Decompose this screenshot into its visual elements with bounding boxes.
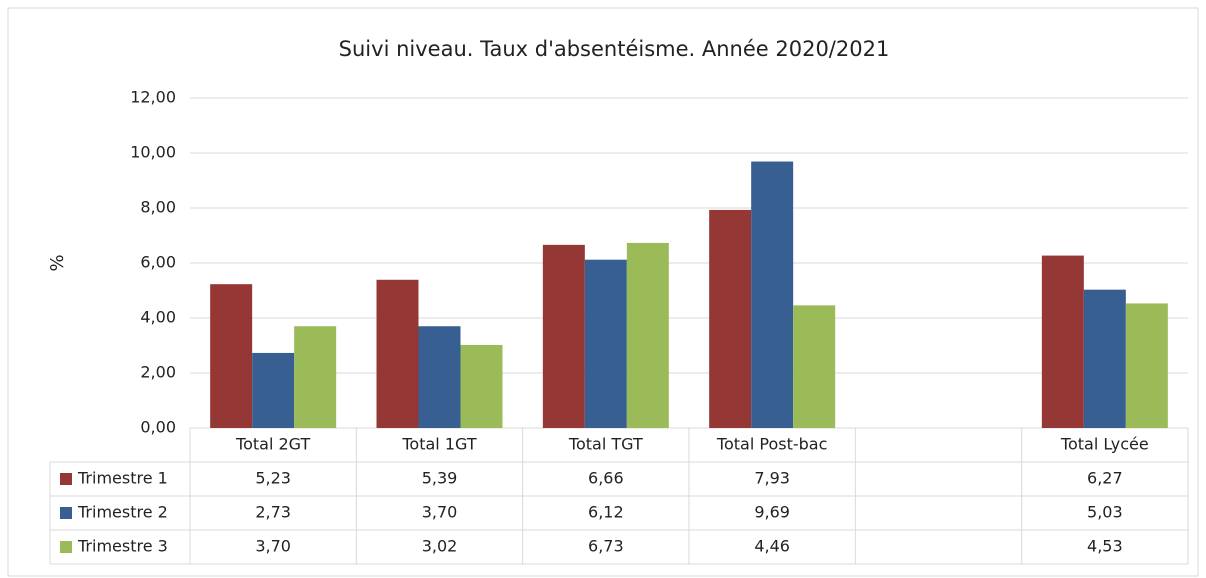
y-tick-label: 0,00 bbox=[140, 418, 176, 437]
x-tick-label: Total Post-bac bbox=[716, 435, 827, 454]
legend-swatch bbox=[60, 507, 72, 519]
data-label: 6,12 bbox=[588, 503, 624, 522]
y-tick-label: 2,00 bbox=[140, 363, 176, 382]
bar bbox=[210, 284, 253, 428]
bar bbox=[709, 209, 752, 428]
data-label: 6,27 bbox=[1087, 469, 1123, 488]
x-tick-label: Total TGT bbox=[568, 435, 643, 454]
bar bbox=[1083, 289, 1126, 428]
data-label: 6,66 bbox=[588, 469, 624, 488]
x-tick-label: Total 1GT bbox=[401, 435, 476, 454]
bar bbox=[793, 305, 836, 428]
data-label: 4,46 bbox=[754, 537, 790, 556]
legend-label: Trimestre 2 bbox=[77, 503, 168, 522]
bar bbox=[418, 326, 461, 428]
x-tick-label: Total 2GT bbox=[235, 435, 310, 454]
data-label: 3,02 bbox=[422, 537, 458, 556]
y-tick-label: 10,00 bbox=[130, 143, 176, 162]
legend-label: Trimestre 1 bbox=[77, 469, 168, 488]
legend-swatch bbox=[60, 541, 72, 553]
data-label: 4,53 bbox=[1087, 537, 1123, 556]
y-tick-label: 6,00 bbox=[140, 253, 176, 272]
data-label: 2,73 bbox=[255, 503, 291, 522]
x-tick-label: Total Lycée bbox=[1060, 435, 1149, 454]
data-label: 9,69 bbox=[754, 503, 790, 522]
chart-title: Suivi niveau. Taux d'absentéisme. Année … bbox=[339, 37, 890, 61]
bar bbox=[626, 242, 669, 428]
bar bbox=[376, 279, 419, 428]
bar bbox=[584, 259, 627, 428]
data-label: 3,70 bbox=[422, 503, 458, 522]
data-label: 3,70 bbox=[255, 537, 291, 556]
bar bbox=[751, 161, 794, 428]
bar bbox=[460, 344, 503, 428]
data-label: 5,23 bbox=[255, 469, 291, 488]
legend-label: Trimestre 3 bbox=[77, 537, 168, 556]
data-label: 5,03 bbox=[1087, 503, 1123, 522]
y-tick-label: 8,00 bbox=[140, 198, 176, 217]
data-label: 6,73 bbox=[588, 537, 624, 556]
legend-swatch bbox=[60, 473, 72, 485]
bar bbox=[1041, 255, 1084, 428]
bar bbox=[294, 326, 337, 428]
bar bbox=[542, 244, 585, 428]
data-label: 7,93 bbox=[754, 469, 790, 488]
y-tick-label: 4,00 bbox=[140, 308, 176, 327]
bar bbox=[1125, 303, 1168, 428]
data-label: 5,39 bbox=[422, 469, 458, 488]
y-tick-label: 12,00 bbox=[130, 88, 176, 107]
y-axis-label: % bbox=[47, 254, 68, 271]
bar bbox=[252, 352, 295, 428]
